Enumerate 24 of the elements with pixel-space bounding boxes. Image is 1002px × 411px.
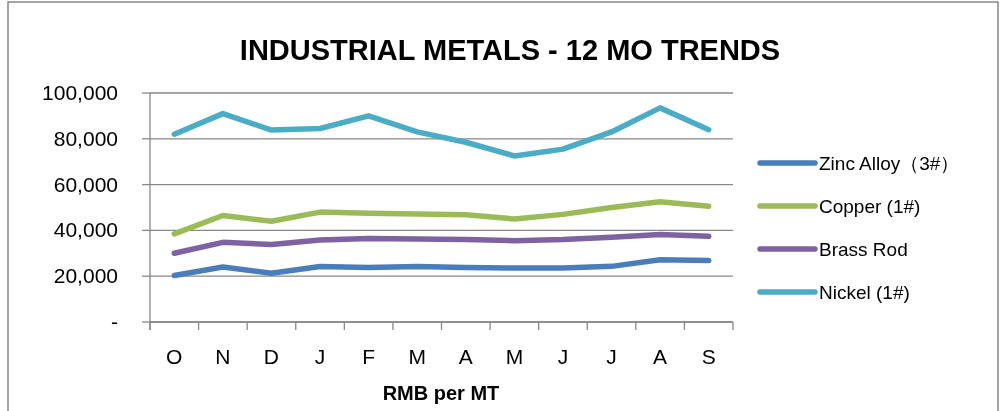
y-tick-label: 20,000 (53, 264, 118, 288)
x-axis-title: RMB per MT (382, 382, 500, 404)
x-tick-label: D (263, 345, 280, 368)
x-tick-label: S (701, 345, 716, 368)
x-tick-label: O (166, 345, 183, 368)
x-tick-label: A (458, 345, 473, 368)
x-tick-label: M (505, 345, 524, 368)
legend-label: Zinc Alloy（3#） (819, 153, 960, 174)
x-tick-label: N (215, 345, 231, 368)
x-tick-label: J (314, 345, 326, 368)
legend-label: Nickel (1#) (819, 282, 910, 303)
y-tick-label: 80,000 (53, 126, 118, 150)
y-tick-label: 40,000 (53, 218, 118, 242)
x-tick-label: M (408, 345, 426, 368)
x-tick-label: J (557, 345, 569, 368)
chart-title: INDUSTRIAL METALS - 12 MO TRENDS (239, 34, 781, 66)
y-tick-label: - (111, 310, 118, 333)
x-tick-label: A (653, 345, 668, 368)
legend-label: Brass Rod (819, 239, 908, 260)
x-tick-label: F (362, 345, 376, 368)
y-tick-label: 100,000 (42, 81, 118, 104)
x-tick-label: J (606, 345, 617, 368)
y-tick-label: 60,000 (53, 172, 118, 196)
legend-label: Copper (1#) (819, 196, 921, 217)
